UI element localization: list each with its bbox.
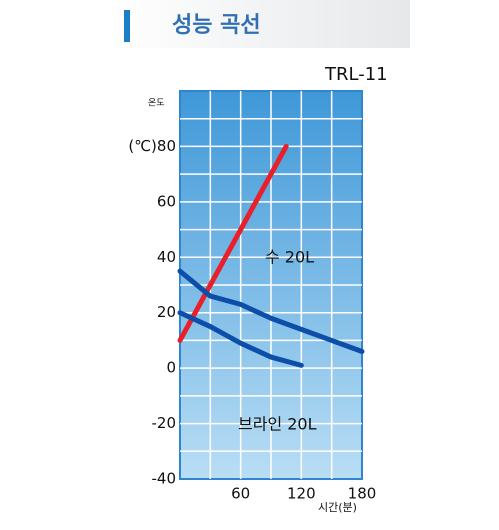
x-axis-label: 시간(분) (318, 501, 357, 514)
y-axis-label: 온도 (148, 98, 165, 109)
series-line (177, 143, 289, 343)
x-tick-label: 180 (348, 485, 377, 503)
y-tick-label: -20 (152, 414, 177, 432)
series-line (177, 310, 304, 368)
header-title: 성능 곡선 (172, 13, 261, 38)
x-tick-label: 120 (287, 485, 316, 503)
x-tick-label: 60 (231, 485, 250, 503)
y-tick-label: 20 (157, 303, 176, 321)
header-bg (110, 0, 410, 48)
series-line (177, 268, 365, 355)
y-tick-label: 40 (157, 248, 176, 266)
y-tick-label: 0 (166, 359, 176, 377)
y-tick-label: 60 (157, 192, 176, 210)
y-tick-label: (℃)80 (128, 137, 176, 155)
chart-title: TRL-11 (324, 64, 388, 85)
y-tick-label: -40 (152, 470, 177, 488)
header-accent (124, 10, 130, 42)
series-label: 브라인 20L (238, 415, 317, 434)
series-label: 수 20L (265, 248, 314, 267)
